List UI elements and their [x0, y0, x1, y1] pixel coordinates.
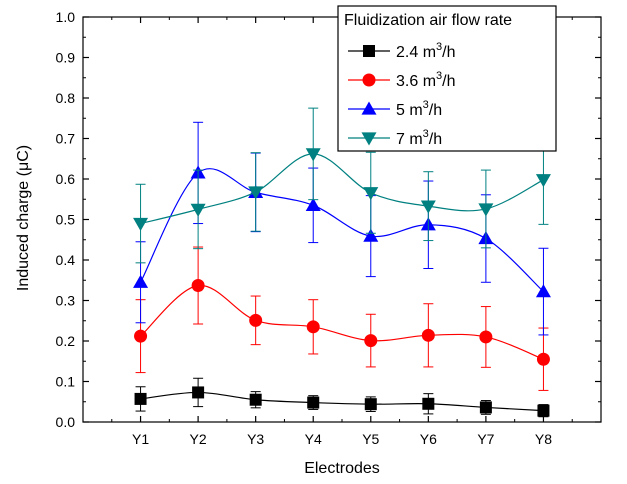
series-line	[140, 284, 544, 360]
data-point	[133, 274, 149, 288]
data-point	[190, 203, 206, 217]
legend-swatch-marker	[363, 45, 375, 57]
legend-entry-label: 3.6 m3/h	[396, 70, 455, 90]
x-tick-label: Y6	[420, 431, 437, 447]
data-point	[479, 330, 493, 344]
data-point	[363, 187, 379, 201]
data-point	[134, 392, 147, 405]
legend-swatch-marker	[362, 73, 376, 87]
data-point	[364, 398, 377, 411]
x-tick-label: Y7	[477, 431, 494, 447]
legend-entry-label: 7 m3/h	[396, 128, 442, 148]
data-point	[420, 200, 436, 214]
data-point	[363, 228, 379, 242]
data-point	[422, 397, 435, 410]
x-axis-title: Electrodes	[304, 460, 380, 477]
plot-area	[133, 107, 551, 418]
data-point	[191, 279, 205, 293]
x-tick-label: Y4	[305, 431, 322, 447]
data-point	[479, 401, 492, 414]
y-tick-label: 0.2	[56, 333, 76, 349]
data-point	[249, 313, 263, 327]
data-point	[134, 329, 148, 343]
x-tick-label: Y5	[362, 431, 379, 447]
series-line	[140, 153, 544, 225]
data-point	[421, 328, 435, 342]
data-point	[537, 404, 550, 417]
data-point	[133, 217, 149, 232]
legend-swatch-marker	[361, 132, 377, 146]
legend: Fluidization air flow rate 2.4 m3/h 3.6 m3…	[337, 5, 557, 152]
y-tick-label: 0.4	[56, 252, 76, 268]
series-line	[140, 168, 544, 293]
y-tick-label: 0.1	[56, 374, 76, 390]
data-point	[535, 284, 551, 298]
y-tick-label: 0.9	[56, 50, 76, 66]
y-tick-label: 0.0	[56, 414, 76, 430]
data-point	[305, 197, 321, 211]
data-point	[364, 334, 378, 348]
data-point	[249, 393, 262, 406]
legend-title: Fluidization air flow rate	[344, 12, 512, 29]
y-axis-title: Induced charge (μC)	[15, 145, 32, 291]
data-point	[248, 186, 264, 200]
y-tick-label: 0.8	[56, 90, 76, 106]
legend-swatch-marker	[361, 101, 377, 115]
axes: 0.0 0.1 0.2 0.3 0.4 0.5 0.6 0.7 0.8 0.9 1.0 Y1 Y2 Y3 Y…	[56, 9, 602, 447]
legend-entry-label: 5 m3/h	[396, 99, 442, 119]
data-point	[536, 352, 550, 366]
series-2	[134, 246, 550, 391]
data-point	[305, 148, 321, 162]
y-tick-label: 1.0	[56, 9, 76, 25]
y-tick-label: 0.5	[56, 212, 76, 228]
data-point	[192, 386, 205, 399]
y-tick-label: 0.7	[56, 131, 76, 147]
y-tick-label: 0.6	[56, 171, 76, 187]
data-point	[478, 203, 494, 217]
legend-entry-label: 2.4 m3/h	[396, 41, 455, 61]
data-point	[535, 174, 551, 188]
x-tick-label: Y3	[247, 431, 264, 447]
x-tick-label: Y1	[132, 431, 149, 447]
data-point	[306, 320, 320, 334]
x-tick-label: Y8	[535, 431, 552, 447]
y-tick-label: 0.3	[56, 293, 76, 309]
data-point	[307, 396, 320, 409]
series-1	[134, 377, 550, 418]
x-tick-label: Y2	[190, 431, 207, 447]
series-3	[133, 121, 551, 336]
